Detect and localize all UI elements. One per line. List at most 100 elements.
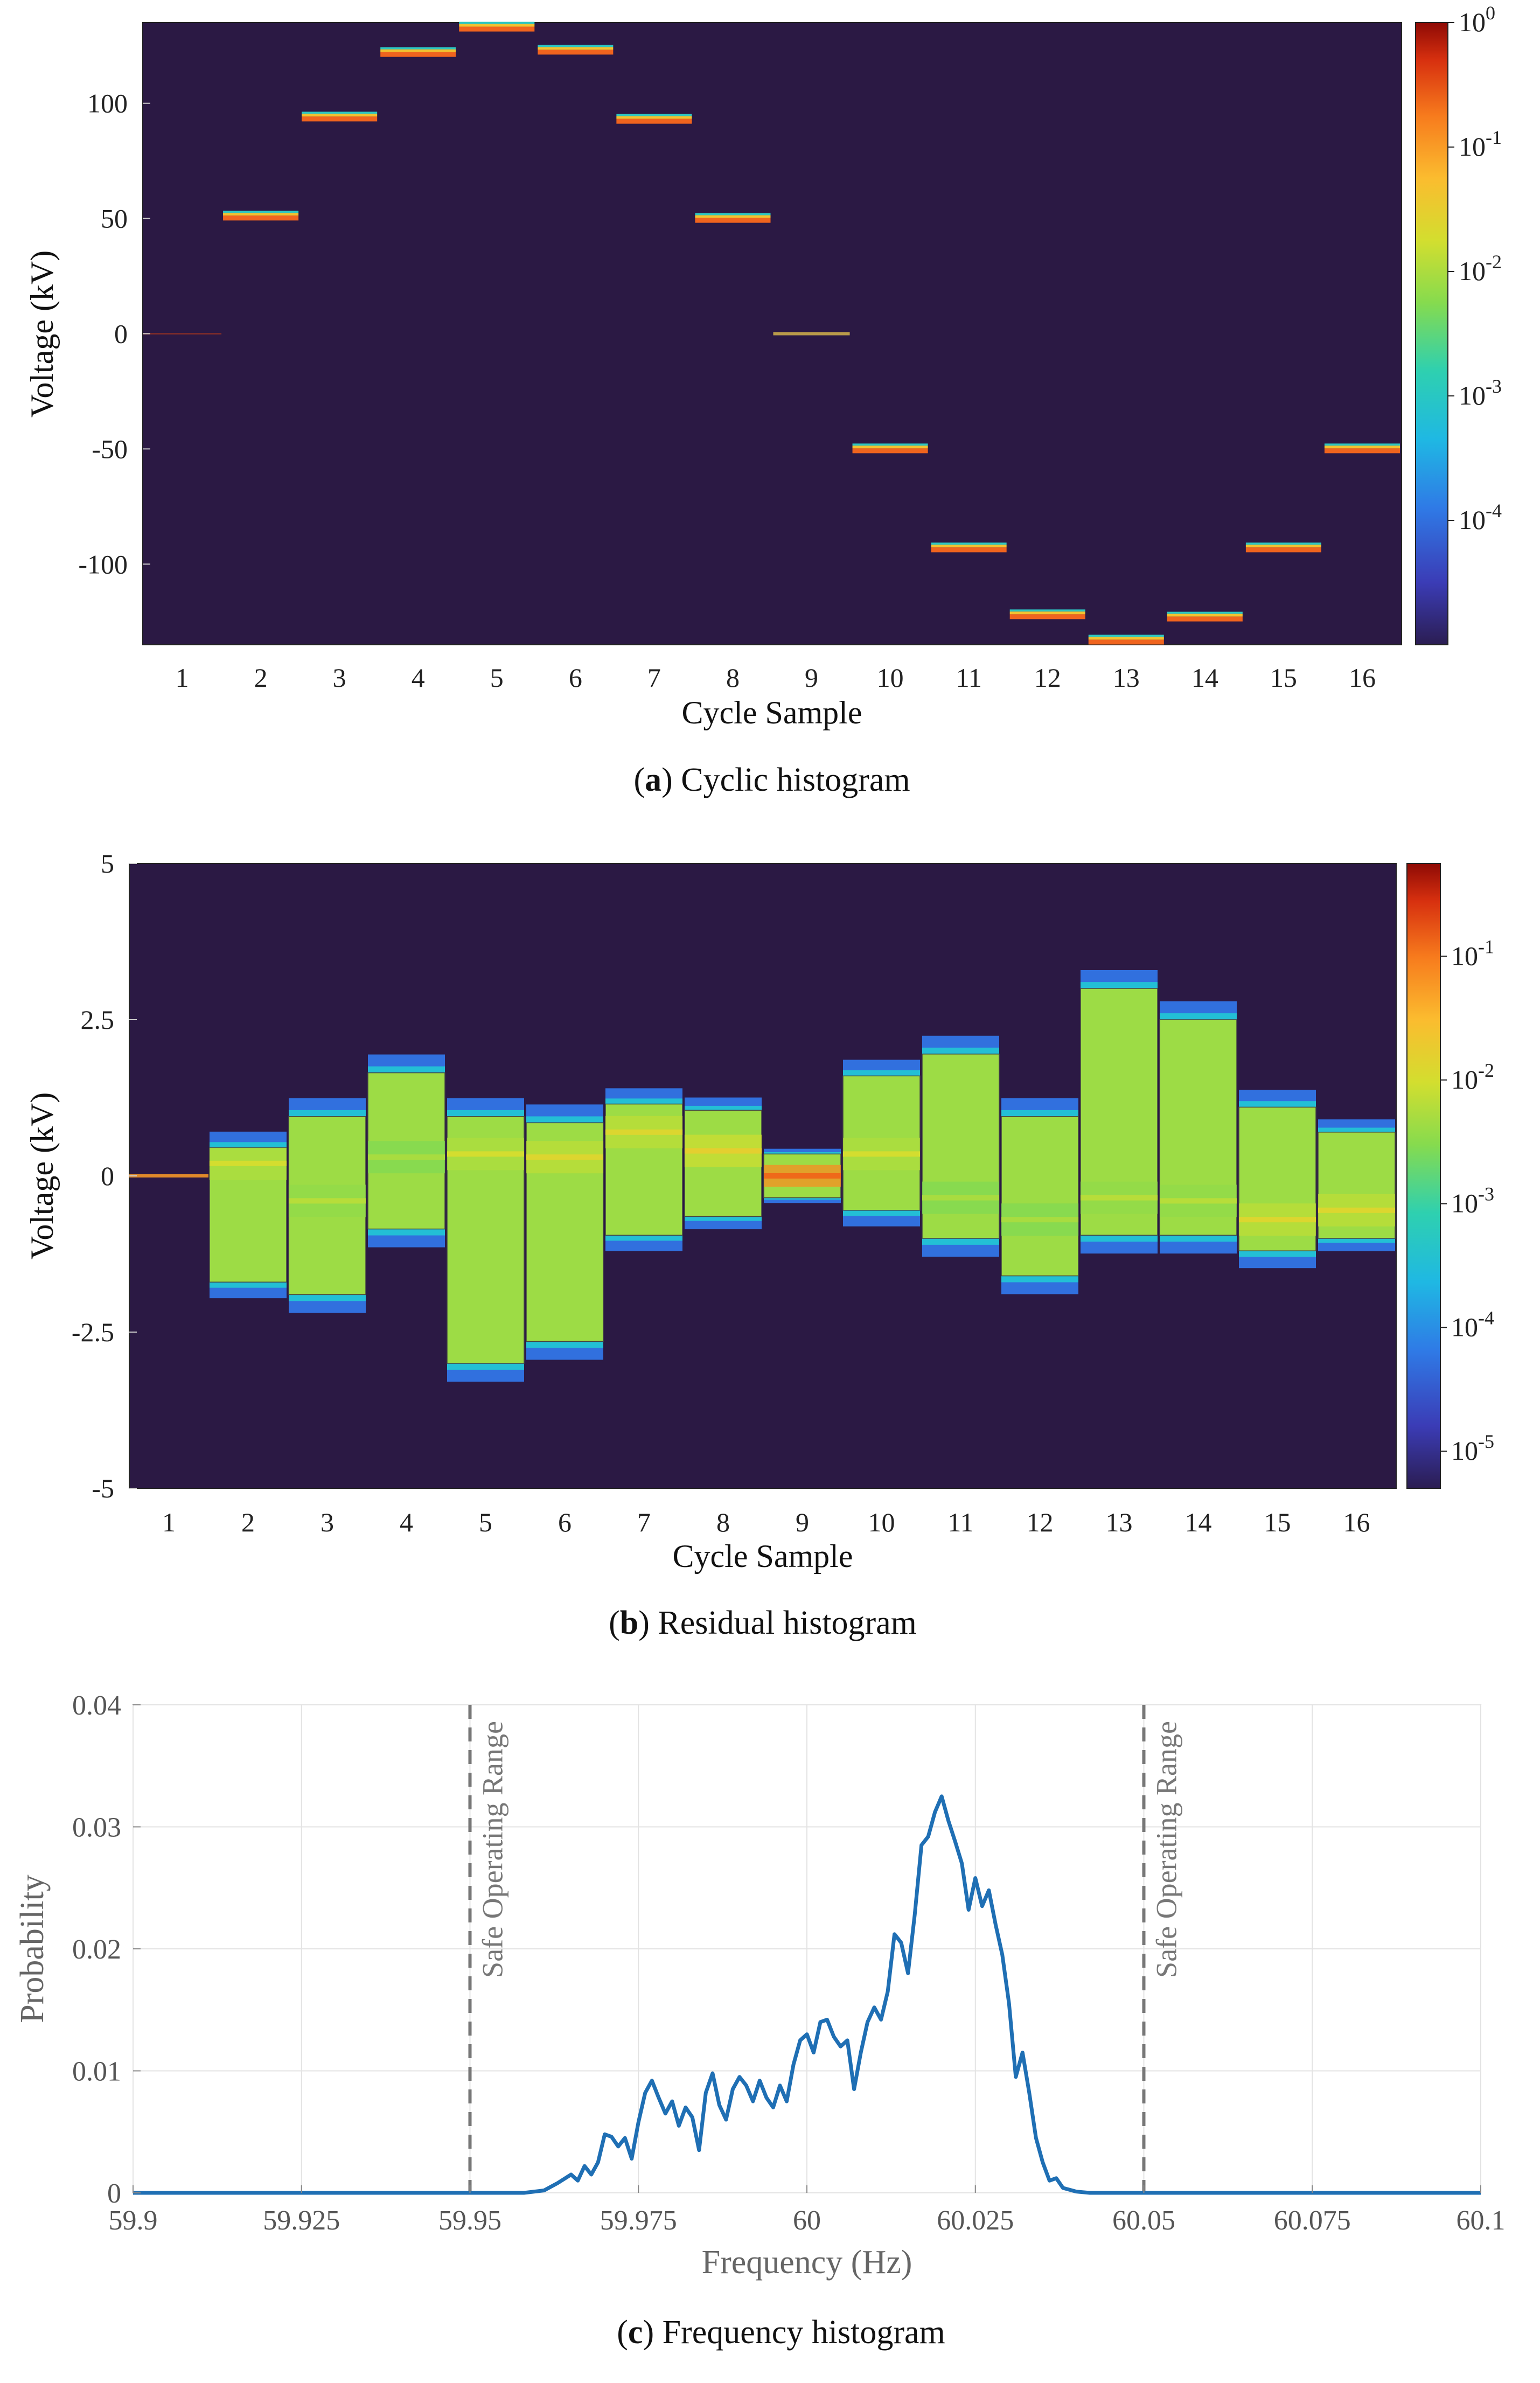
cyclic-colorbar-tick-base: 10 — [1459, 380, 1486, 410]
residual-bin-hot-line — [843, 1151, 920, 1157]
cyclic-bin-edge — [302, 114, 378, 117]
frequency-x-tick-label: 60 — [793, 2205, 821, 2236]
residual-bin-edge-top — [1001, 1110, 1078, 1117]
cyclic-x-tick-label: 8 — [726, 663, 740, 693]
panel-frequency-histogram: Safe Operating Range Safe Operating Range… — [14, 1690, 1506, 2351]
cyclic-colorbar-tick-label: 10-2 — [1459, 251, 1502, 286]
residual-x-tick-label: 5 — [479, 1507, 492, 1537]
cyclic-colorbar-tick-label: 10-3 — [1459, 375, 1502, 410]
residual-bin-hot-line — [447, 1151, 524, 1157]
residual-bin-edge-top — [1081, 982, 1158, 988]
residual-x-tick-label: 11 — [947, 1507, 973, 1537]
residual-bin-hot-line — [764, 1173, 841, 1179]
residual-bin-edge-bottom — [368, 1229, 445, 1236]
frequency-y-tick-label: 0.04 — [72, 1690, 121, 1721]
frequency-y-tick-label: 0 — [107, 2178, 121, 2209]
cyclic-colorbar-tick-exponent: -3 — [1486, 375, 1502, 397]
cyclic-bin-peak — [1324, 448, 1400, 454]
cyclic-bin-fringe — [616, 114, 692, 116]
cyclic-bin-fringe — [459, 22, 535, 24]
cyclic-bin-edge — [616, 116, 692, 119]
cyclic-bin-peak — [852, 448, 928, 454]
safe-range-annotation: Safe Operating Range — [1151, 1721, 1183, 1978]
cyclic-bin-fringe — [223, 211, 299, 213]
cyclic-bin-edge — [695, 215, 771, 218]
residual-bin-hot-line — [685, 1148, 762, 1154]
frequency-x-tick-label: 59.9 — [109, 2205, 158, 2236]
cyclic-bin-fringe — [380, 47, 456, 50]
residual-x-tick-label: 15 — [1264, 1507, 1291, 1537]
residual-bin-hot-line — [1001, 1217, 1078, 1223]
cyclic-x-tick-label: 10 — [877, 663, 904, 693]
residual-bin-edge-bottom — [922, 1238, 999, 1245]
residual-x-tick-label: 3 — [320, 1507, 334, 1537]
frequency-y-ticks: 0 0.01 0.02 0.03 0.04 — [72, 1690, 141, 2209]
frequency-annotations: Safe Operating Range Safe Operating Range — [468, 1705, 1183, 2193]
residual-colorbar-ticks: 10-110-210-310-410-5 — [1440, 936, 1494, 1466]
residual-bin-hot-line — [526, 1154, 603, 1160]
residual-bin-edge-top — [1160, 1013, 1237, 1020]
residual-x-ticks: 1 2 3 4 5 6 7 8 9 10 11 12 13 14 15 16 — [162, 1507, 1370, 1537]
residual-x-tick-label: 12 — [1027, 1507, 1054, 1537]
frequency-probability-line — [133, 1794, 1481, 2195]
residual-colorbar-tick-label: 10-2 — [1451, 1060, 1494, 1095]
cyclic-x-tick-label: 12 — [1034, 663, 1061, 693]
residual-bin-hot-line — [368, 1154, 445, 1160]
residual-bin-tail-top — [764, 1148, 841, 1154]
residual-bin-edge-bottom — [843, 1210, 920, 1216]
cyclic-bin-edge — [1088, 637, 1164, 640]
residual-x-tick-label: 14 — [1185, 1507, 1212, 1537]
residual-y-tick-label: 5 — [101, 848, 114, 879]
residual-bin-edge-top — [922, 1047, 999, 1054]
residual-colorbar-tick-label: 10-5 — [1451, 1431, 1494, 1466]
residual-x-tick-label: 13 — [1106, 1507, 1133, 1537]
cyclic-x-tick-label: 13 — [1113, 663, 1140, 693]
cyclic-x-tick-label: 4 — [412, 663, 425, 693]
cyclic-bin-peak — [1088, 639, 1164, 645]
residual-x-tick-label: 8 — [716, 1507, 730, 1537]
residual-colorbar-tick-label: 10-3 — [1451, 1183, 1494, 1218]
cyclic-colorbar-tick-exponent: -2 — [1486, 251, 1502, 273]
cyclic-bin-edge — [1245, 545, 1321, 548]
cyclic-y-tick-label: 50 — [101, 204, 128, 234]
residual-colorbar-tick-exponent: -1 — [1478, 936, 1494, 957]
residual-bin-edge-top — [605, 1098, 682, 1104]
residual-bin-edge-top — [526, 1116, 603, 1123]
residual-x-tick-label: 16 — [1343, 1507, 1370, 1537]
residual-bin-edge-top — [764, 1152, 841, 1154]
cyclic-bin-peak — [302, 116, 378, 122]
cyclic-bin-peak — [695, 218, 771, 223]
residual-bin-hot-line — [605, 1129, 682, 1135]
frequency-y-tick-label: 0.01 — [72, 2057, 121, 2087]
residual-bin-hot-line — [1081, 1195, 1158, 1201]
cyclic-bin-peak — [1245, 547, 1321, 553]
cyclic-colorbar-tick-base: 10 — [1459, 505, 1486, 535]
residual-x-tick-label: 10 — [868, 1507, 895, 1537]
residual-bin-edge-bottom — [210, 1282, 287, 1288]
residual-bin-edge-top — [685, 1105, 762, 1111]
residual-y-axis-label: Voltage (kV) — [24, 1092, 60, 1260]
cyclic-bin-fringe — [931, 542, 1007, 545]
residual-bin-edge-top — [447, 1110, 524, 1117]
cyclic-plot-area — [142, 22, 1402, 645]
residual-bin-edge-bottom — [605, 1235, 682, 1241]
residual-y-tick-label: 2.5 — [81, 1005, 115, 1035]
cyclic-colorbar — [1415, 22, 1448, 645]
cyclic-bin-fringe — [302, 112, 378, 114]
panel-residual-histogram: 52.50-2.5-5 1 2 3 4 5 6 7 8 9 10 11 12 13 14 15 16 10-1… — [24, 848, 1494, 1641]
residual-colorbar-tick-exponent: -3 — [1478, 1183, 1494, 1205]
frequency-x-tick-label: 60.05 — [1112, 2205, 1175, 2236]
cyclic-bin-peak — [1009, 614, 1085, 619]
cyclic-bin-fringe — [538, 45, 614, 47]
frequency-caption: (c) Frequency histogram — [617, 2314, 945, 2351]
cyclic-y-tick-label: -100 — [78, 549, 128, 579]
residual-colorbar-tick-base: 10 — [1451, 1188, 1478, 1218]
frequency-x-tick-label: 60.025 — [937, 2205, 1014, 2236]
frequency-x-tick-label: 59.975 — [600, 2205, 677, 2236]
residual-colorbar-tick-base: 10 — [1451, 1064, 1478, 1095]
safe-range-annotation: Safe Operating Range — [477, 1721, 509, 1978]
residual-bin-tail-bottom — [764, 1197, 841, 1203]
cyclic-x-tick-label: 1 — [176, 663, 189, 693]
cyclic-y-ticks: 100 50 0 -50 -100 — [78, 88, 150, 579]
cyclic-x-tick-label: 2 — [254, 663, 268, 693]
